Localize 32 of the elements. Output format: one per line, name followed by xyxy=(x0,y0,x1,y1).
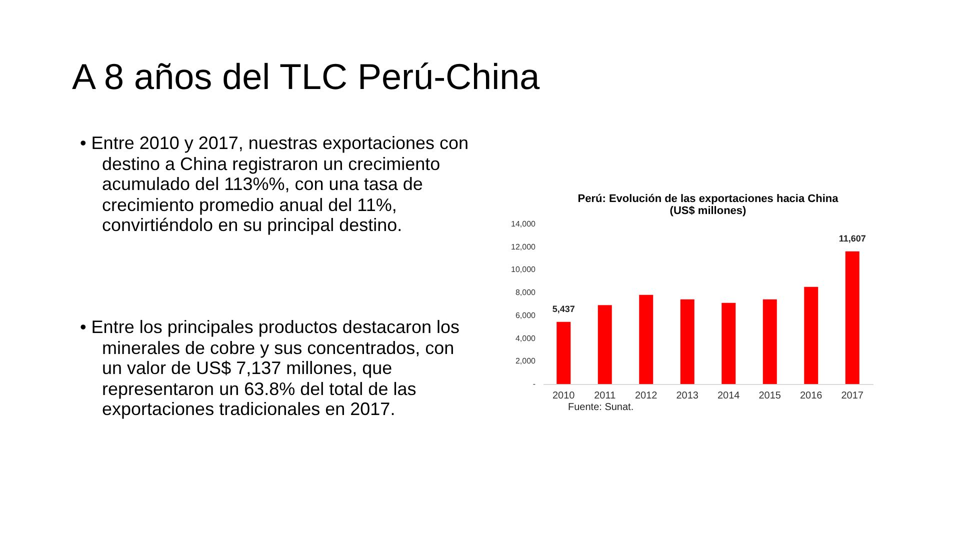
y-tick-label: - xyxy=(532,380,536,388)
bar xyxy=(598,305,612,384)
y-tick-label: 12,000 xyxy=(511,242,536,252)
y-tick-label: 10,000 xyxy=(511,265,536,274)
chart-title: Perú: Evolución de las exportaciones hacia China xyxy=(578,193,840,205)
bar xyxy=(722,302,736,384)
data-label: 5,437 xyxy=(552,304,575,314)
x-tick-label: 2014 xyxy=(718,390,740,402)
y-tick-label: 4,000 xyxy=(515,334,536,343)
text: A 8 años del TLC Perú-China xyxy=(72,56,540,98)
x-tick-label: 2015 xyxy=(758,390,782,402)
y-tick-label: 8,000 xyxy=(515,288,536,298)
bar xyxy=(639,294,654,384)
data-label: 11,607 xyxy=(838,233,866,244)
source-note: Fuente: Sunat. xyxy=(568,402,634,413)
bar xyxy=(556,322,571,384)
bar xyxy=(680,299,694,384)
x-tick-label: 2012 xyxy=(635,390,658,402)
bar xyxy=(804,286,818,384)
y-tick-label: 2,000 xyxy=(515,356,536,366)
text: • Entre 2010 y 2017, nuestras exportaciones con destino a China registraron un crecimiento acumulado del 113%%, con una tasa de crecimiento promedio anual del 11%, convirtiéndolo en su principal destino. xyxy=(80,133,470,236)
x-tick-label: 2010 xyxy=(552,390,576,402)
x-tick-label: 2011 xyxy=(594,390,616,402)
bar xyxy=(845,251,860,384)
text: • Entre los principales productos destacaron los minerales de cobre y sus concentrados, con un valor de US$ 7,137 millones, que representaron un 63.8% del total de las exportaciones tradicionales en 2017. xyxy=(80,317,461,420)
x-tick-label: 2013 xyxy=(676,390,699,402)
y-tick-label: 14,000 xyxy=(511,220,536,228)
bar xyxy=(762,299,777,384)
x-tick-label: 2016 xyxy=(800,390,823,402)
y-tick-label: 6,000 xyxy=(515,310,536,320)
chart-subtitle: (US$ millones) xyxy=(670,205,747,217)
x-tick-label: 2017 xyxy=(841,390,864,402)
